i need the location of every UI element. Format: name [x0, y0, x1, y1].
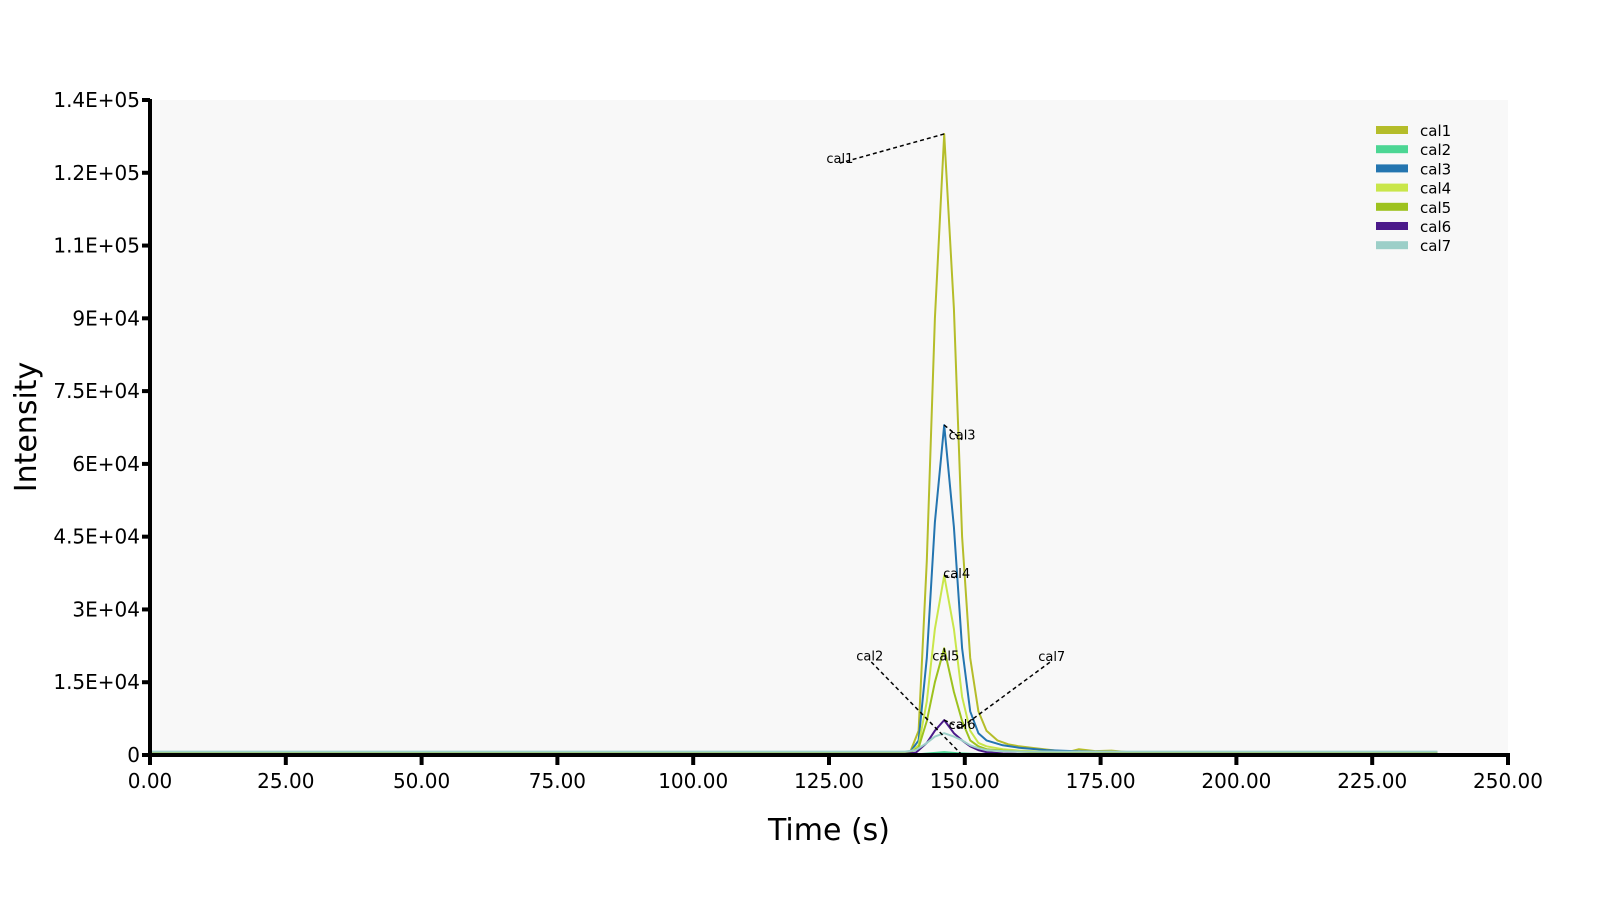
annotation-layer: cal1 cal2 cal3 cal4 cal5 cal6 cal7: [826, 133, 1065, 756]
plot-background: [150, 100, 1508, 755]
annotation-leader-cal5: [943, 648, 947, 661]
annotation-leader-cal2: [869, 659, 963, 756]
x-tick-label: 0.00: [128, 769, 173, 793]
x-tick-label: 175.00: [1066, 769, 1136, 793]
y-ticks: 0 1.5E+04 3E+04 4.5E+04 6E+04 7.5E+04 9E+04 1.1…: [53, 88, 150, 767]
x-tick-label: 75.00: [529, 769, 586, 793]
x-tick-label: 200.00: [1201, 769, 1271, 793]
series-line-cal7: [150, 732, 1438, 753]
y-tick-label: 7.5E+04: [53, 379, 140, 403]
y-tick-label: 1.4E+05: [53, 88, 140, 112]
legend-swatch-cal7: [1376, 241, 1408, 250]
annotation-label-cal6: cal6: [949, 718, 976, 733]
y-tick-label: 1.5E+04: [53, 670, 140, 694]
y-tick-label: 9E+04: [72, 306, 140, 330]
legend-label-cal5: cal5: [1420, 199, 1451, 217]
legend-label-cal6: cal6: [1420, 218, 1451, 236]
legend-swatch-cal1: [1376, 126, 1408, 134]
annotation-leader-cal7: [961, 660, 1053, 728]
legend-swatch-cal4: [1376, 183, 1408, 192]
annotation-label-cal5: cal5: [932, 649, 959, 664]
legend-label-cal7: cal7: [1420, 237, 1451, 255]
x-tick-label: 100.00: [658, 769, 728, 793]
annotation-label-cal3: cal3: [949, 429, 976, 444]
y-axis-label: Intensity: [9, 362, 44, 493]
y-tick-label: 6E+04: [72, 452, 140, 476]
x-tick-label: 50.00: [393, 769, 450, 793]
annotation-label-cal1: cal1: [826, 152, 853, 167]
x-ticks: 0.00 25.00 50.00 75.00 100.00 125.00 150.00 175…: [128, 755, 1543, 793]
series-line-cal3: [150, 424, 1438, 754]
legend-label-cal1: cal1: [1420, 122, 1451, 140]
legend-label-cal3: cal3: [1420, 160, 1451, 178]
y-tick-label: 1.2E+05: [53, 161, 140, 185]
x-tick-label: 225.00: [1337, 769, 1407, 793]
annotation-label-cal2: cal2: [856, 649, 883, 664]
legend-swatch-cal6: [1376, 222, 1408, 230]
legend-swatch-cal2: [1376, 145, 1408, 154]
x-tick-label: 25.00: [257, 769, 314, 793]
x-tick-label: 150.00: [930, 769, 1000, 793]
y-tick-label: 4.5E+04: [53, 525, 140, 549]
x-tick-label: 250.00: [1473, 769, 1543, 793]
y-tick-label: 0: [127, 743, 140, 767]
y-tick-label: 1.1E+05: [53, 234, 140, 258]
annotation-leader-cal3: [943, 424, 963, 441]
annotation-leader-cal4: [944, 574, 957, 579]
legend-swatch-cal5: [1376, 202, 1408, 211]
legend-swatch-cal3: [1376, 164, 1408, 173]
legend-label-cal2: cal2: [1420, 141, 1451, 159]
annotation-leader-cal6: [943, 719, 963, 730]
x-tick-label: 125.00: [794, 769, 864, 793]
legend-label-cal4: cal4: [1420, 180, 1451, 198]
annotation-label-cal7: cal7: [1038, 650, 1065, 665]
annotation-label-cal4: cal4: [943, 567, 970, 582]
y-tick-label: 3E+04: [72, 597, 140, 621]
x-axis-label: Time (s): [767, 813, 890, 848]
